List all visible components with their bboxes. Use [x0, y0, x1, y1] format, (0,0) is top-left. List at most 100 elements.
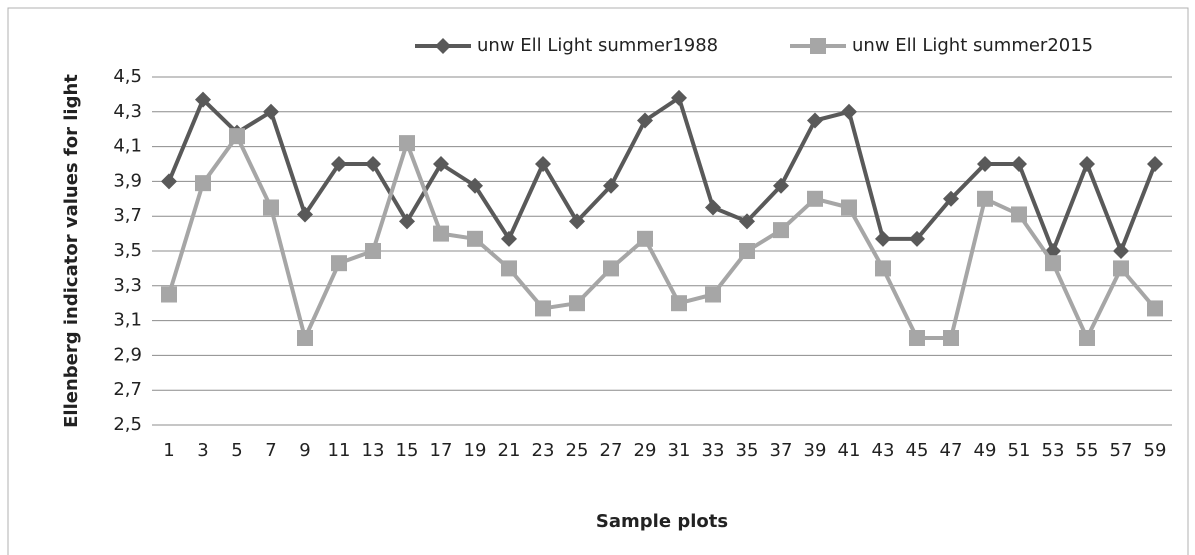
data-point	[603, 177, 619, 194]
data-point	[807, 190, 823, 207]
data-point	[773, 177, 789, 194]
x-tick-label: 7	[265, 440, 276, 461]
data-point	[331, 156, 347, 172]
data-point	[365, 156, 381, 172]
data-point	[603, 260, 619, 277]
x-tick-label: 1	[163, 440, 174, 461]
legend-marker	[435, 38, 451, 54]
x-tick-label: 41	[838, 440, 861, 461]
data-point	[535, 300, 551, 317]
data-point	[1113, 260, 1129, 277]
x-tick-label: 25	[566, 440, 589, 461]
data-point	[875, 260, 891, 277]
y-tick-label: 4,1	[113, 136, 142, 157]
x-tick-label: 27	[600, 440, 623, 461]
data-point	[705, 286, 721, 303]
x-tick-label: 29	[634, 440, 657, 461]
y-tick-label: 3,3	[113, 275, 142, 296]
y-tick-label: 3,9	[113, 170, 142, 191]
legend-marker	[810, 38, 826, 54]
data-point	[671, 89, 687, 106]
data-point	[229, 128, 245, 145]
data-point	[297, 206, 313, 223]
x-tick-label: 47	[940, 440, 963, 461]
x-tick-label: 49	[974, 440, 997, 461]
data-point	[535, 156, 551, 172]
data-point	[1011, 156, 1027, 172]
data-point	[399, 135, 415, 152]
data-point	[739, 243, 755, 259]
data-point	[909, 230, 925, 247]
x-tick-label: 35	[736, 440, 759, 461]
x-tick-label: 51	[1008, 440, 1031, 461]
x-tick-label: 13	[362, 440, 385, 461]
data-point	[161, 173, 177, 190]
y-tick-label: 3,5	[113, 240, 142, 261]
y-tick-label: 2,9	[113, 344, 142, 365]
data-point	[569, 213, 585, 230]
data-point	[399, 213, 415, 230]
data-point	[331, 255, 347, 272]
y-tick-label: 3,7	[113, 205, 142, 226]
data-point	[501, 230, 517, 247]
data-point	[1011, 206, 1027, 223]
data-point	[1147, 300, 1163, 317]
x-tick-label: 45	[906, 440, 929, 461]
x-tick-label: 11	[328, 440, 351, 461]
data-point	[467, 230, 483, 247]
y-tick-label: 4,5	[113, 66, 142, 87]
data-point	[1113, 243, 1129, 259]
data-point	[569, 295, 585, 312]
data-point	[1147, 156, 1163, 172]
x-tick-label: 23	[532, 440, 555, 461]
x-tick-label: 17	[430, 440, 453, 461]
data-point	[637, 230, 653, 247]
data-point	[807, 112, 823, 129]
x-tick-label: 39	[804, 440, 827, 461]
data-point	[1079, 330, 1095, 346]
data-point	[739, 213, 755, 230]
data-point	[161, 286, 177, 303]
data-point	[501, 260, 517, 277]
data-point	[841, 103, 857, 120]
y-tick-label: 2,5	[113, 414, 142, 435]
data-point	[671, 295, 687, 312]
x-axis-title: Sample plots	[596, 511, 728, 532]
data-point	[977, 156, 993, 172]
y-tick-label: 2,7	[113, 379, 142, 400]
x-tick-label: 21	[498, 440, 521, 461]
series-line	[167, 134, 1157, 340]
y-tick-label: 3,1	[113, 310, 142, 331]
y-tick-label: 4,3	[113, 101, 142, 122]
data-point	[195, 175, 211, 192]
data-point	[263, 199, 279, 216]
x-tick-label: 15	[396, 440, 419, 461]
x-tick-label: 3	[197, 440, 208, 461]
x-tick-label: 5	[231, 440, 242, 461]
y-axis-title: Ellenberg indicator values for light	[61, 74, 82, 428]
data-point	[705, 199, 721, 216]
x-tick-label: 55	[1076, 440, 1099, 461]
x-tick-label: 57	[1110, 440, 1133, 461]
data-point	[1045, 255, 1061, 272]
data-point	[773, 222, 789, 239]
data-point	[365, 243, 381, 259]
x-tick-label: 31	[668, 440, 691, 461]
legend-label: unw Ell Light summer2015	[852, 35, 1093, 56]
chart-border	[7, 7, 1189, 555]
data-point	[263, 103, 279, 120]
data-point	[433, 225, 449, 242]
x-tick-label: 9	[299, 440, 310, 461]
data-point	[909, 330, 925, 346]
data-point	[943, 190, 959, 207]
data-point	[433, 156, 449, 172]
data-point	[1079, 156, 1095, 172]
data-point	[977, 190, 993, 207]
series-line	[167, 95, 1157, 253]
x-tick-label: 33	[702, 440, 725, 461]
data-point	[195, 91, 211, 108]
x-tick-label: 43	[872, 440, 895, 461]
data-point	[637, 112, 653, 129]
data-point	[297, 330, 313, 346]
